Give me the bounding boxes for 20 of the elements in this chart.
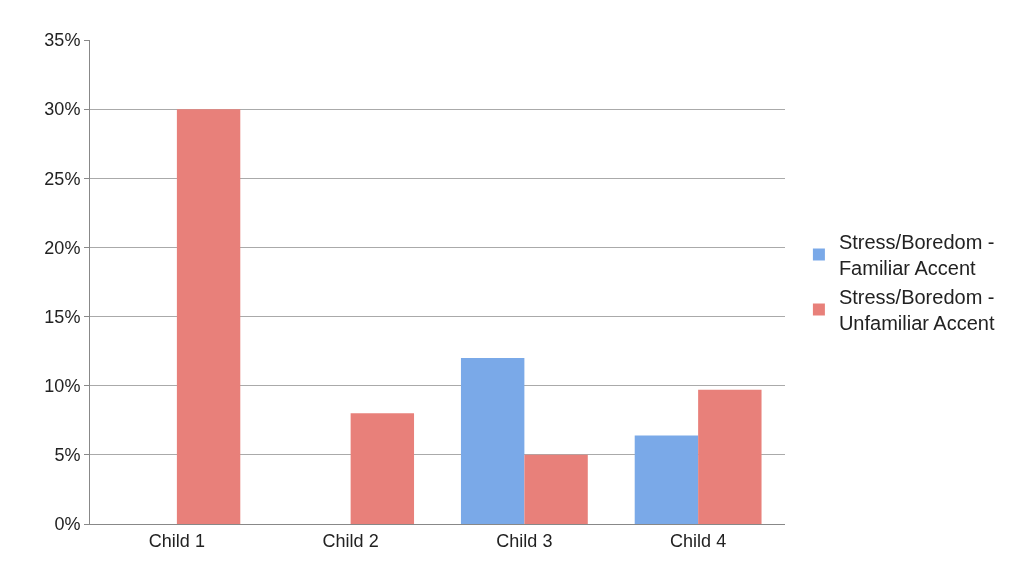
y-tick-label: 30% xyxy=(44,99,81,120)
legend-label: Stress/Boredom - Familiar Accent xyxy=(838,231,995,280)
y-tick-label: 5% xyxy=(54,445,81,466)
y-tick-label: 0% xyxy=(54,514,81,535)
x-tick-label: Child 3 xyxy=(496,530,553,551)
bar xyxy=(698,389,762,524)
y-tick-label: 25% xyxy=(44,168,81,189)
x-tick-label: Child 4 xyxy=(670,530,727,551)
bar xyxy=(524,454,588,524)
y-tick-label: 20% xyxy=(44,237,81,258)
legend-label: Stress/Boredom - Unfamiliar Accent xyxy=(838,286,995,335)
bar xyxy=(634,435,699,524)
y-tick-label: 10% xyxy=(44,376,81,397)
x-tick-label: Child 1 xyxy=(148,530,205,551)
bar xyxy=(460,358,525,524)
x-tick-label: Child 2 xyxy=(322,530,379,551)
y-tick-label: 15% xyxy=(44,306,81,327)
bar xyxy=(176,109,241,524)
bar xyxy=(350,413,415,524)
y-tick-label: 35% xyxy=(44,30,81,51)
